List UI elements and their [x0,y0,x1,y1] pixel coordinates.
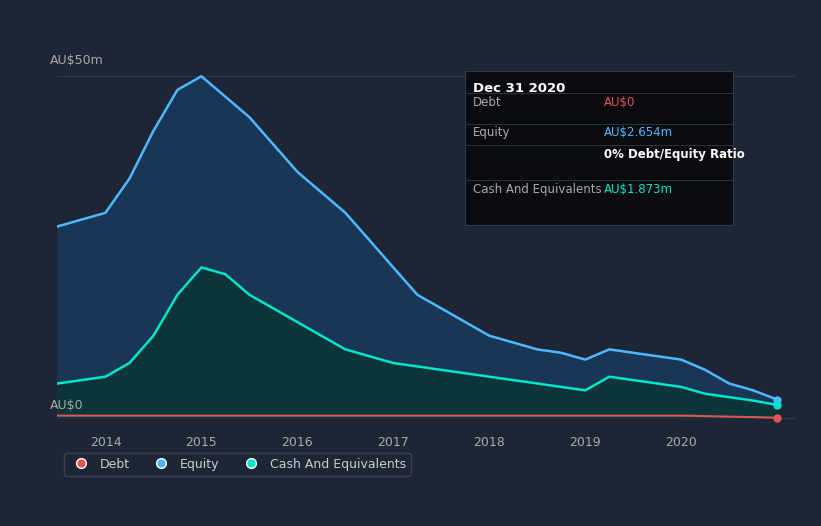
Legend: Debt, Equity, Cash And Equivalents: Debt, Equity, Cash And Equivalents [64,453,410,476]
Text: Cash And Equivalents: Cash And Equivalents [474,183,602,196]
Text: AU$2.654m: AU$2.654m [604,126,673,139]
Text: AU$50m: AU$50m [50,54,103,67]
Text: Dec 31 2020: Dec 31 2020 [474,82,566,95]
Text: Debt: Debt [474,96,502,108]
Text: AU$1.873m: AU$1.873m [604,183,673,196]
Text: AU$0: AU$0 [604,96,635,108]
Text: Equity: Equity [474,126,511,139]
Text: AU$0: AU$0 [50,399,84,412]
Text: 0% Debt/Equity Ratio: 0% Debt/Equity Ratio [604,148,745,161]
